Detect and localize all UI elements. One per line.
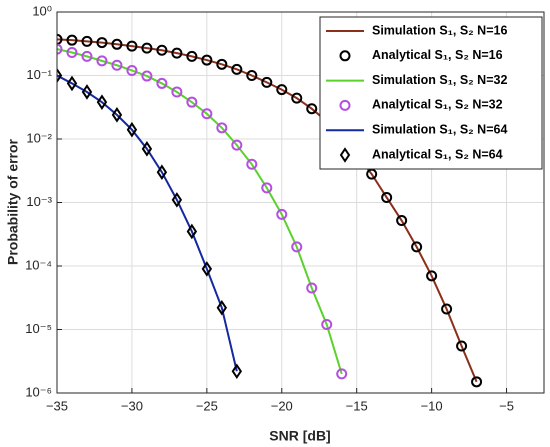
marker [291,92,303,104]
marker [111,59,123,71]
marker [339,50,351,62]
y-tick-label: 10⁻³ [26,194,52,209]
marker [231,139,243,151]
marker [456,340,468,352]
marker [141,42,153,54]
plot-border [56,11,545,394]
marker [201,261,213,277]
x-tick-label: −25 [196,398,218,413]
marker [156,164,168,181]
marker [186,223,198,240]
marker [231,63,243,75]
marker [246,70,258,81]
y-tick-label: 10⁻⁴ [25,257,52,272]
x-tick-label: −5 [499,398,514,413]
marker [156,44,168,56]
marker [291,241,303,253]
marker [81,84,93,100]
marker [96,37,108,49]
marker [141,141,153,157]
x-tick-label: −20 [271,398,293,413]
marker [81,50,93,62]
marker [171,192,183,208]
y-tick-label: 10⁻² [26,130,52,145]
marker [306,282,318,294]
marker [201,108,213,120]
marker [339,147,351,163]
marker [96,94,108,110]
marker [186,96,198,108]
marker [321,318,333,330]
legend-label: Simulation S₁, S₂ N=32 [372,73,507,87]
y-tick-label: 10⁻⁵ [25,321,52,336]
marker [126,121,138,138]
marker [96,55,108,67]
marker [216,58,228,70]
y-tick-label: 10⁰ [32,3,52,18]
x-axis-label: SNR [dB] [269,428,330,444]
marker [141,70,153,82]
marker [261,76,273,88]
x-tick-label: −35 [46,398,68,413]
marker [66,34,78,46]
marker [156,77,168,89]
marker [171,47,183,59]
x-tick-label: −10 [421,398,443,413]
y-axis-label: Probability of error [5,138,21,265]
legend-label: Simulation S₁, S₂ N=64 [372,122,507,136]
marker [186,50,198,62]
marker [111,38,123,50]
marker [261,182,273,194]
marker [66,47,78,59]
series-line [57,48,343,375]
series-layer [57,33,483,388]
marker [426,270,438,282]
marker [111,107,123,123]
marker [336,368,348,380]
marker [231,363,243,380]
marker [57,33,63,45]
legend-label: Analytical S₁, S₂ N=64 [372,147,503,161]
series-line [57,74,238,372]
marker [126,64,138,76]
marker [57,43,63,55]
y-tick-label: 10⁻¹ [26,67,52,82]
legend-label: Analytical S₁, S₂ N=16 [372,48,503,62]
y-tick-label: 10⁻⁶ [25,384,52,399]
marker [396,215,408,227]
marker [339,99,351,111]
marker [66,75,78,92]
legend-label: Analytical S₁, S₂ N=32 [372,98,503,112]
marker [216,299,228,316]
marker [81,35,93,47]
marker [246,158,258,170]
marker [306,103,318,115]
x-tick-label: −15 [346,398,368,413]
marker [216,122,228,134]
marker [411,241,423,253]
marker [471,376,483,388]
legend-label: Simulation S₁, S₂ N=16 [372,23,507,37]
marker [441,303,453,315]
marker [381,191,393,203]
marker [126,40,138,52]
legend-box [319,16,543,170]
marker [276,84,288,96]
marker [276,208,288,220]
marker [366,168,378,180]
x-tick-label: −30 [121,398,143,413]
marker [171,86,183,98]
marker [201,54,213,66]
marker [57,67,63,84]
